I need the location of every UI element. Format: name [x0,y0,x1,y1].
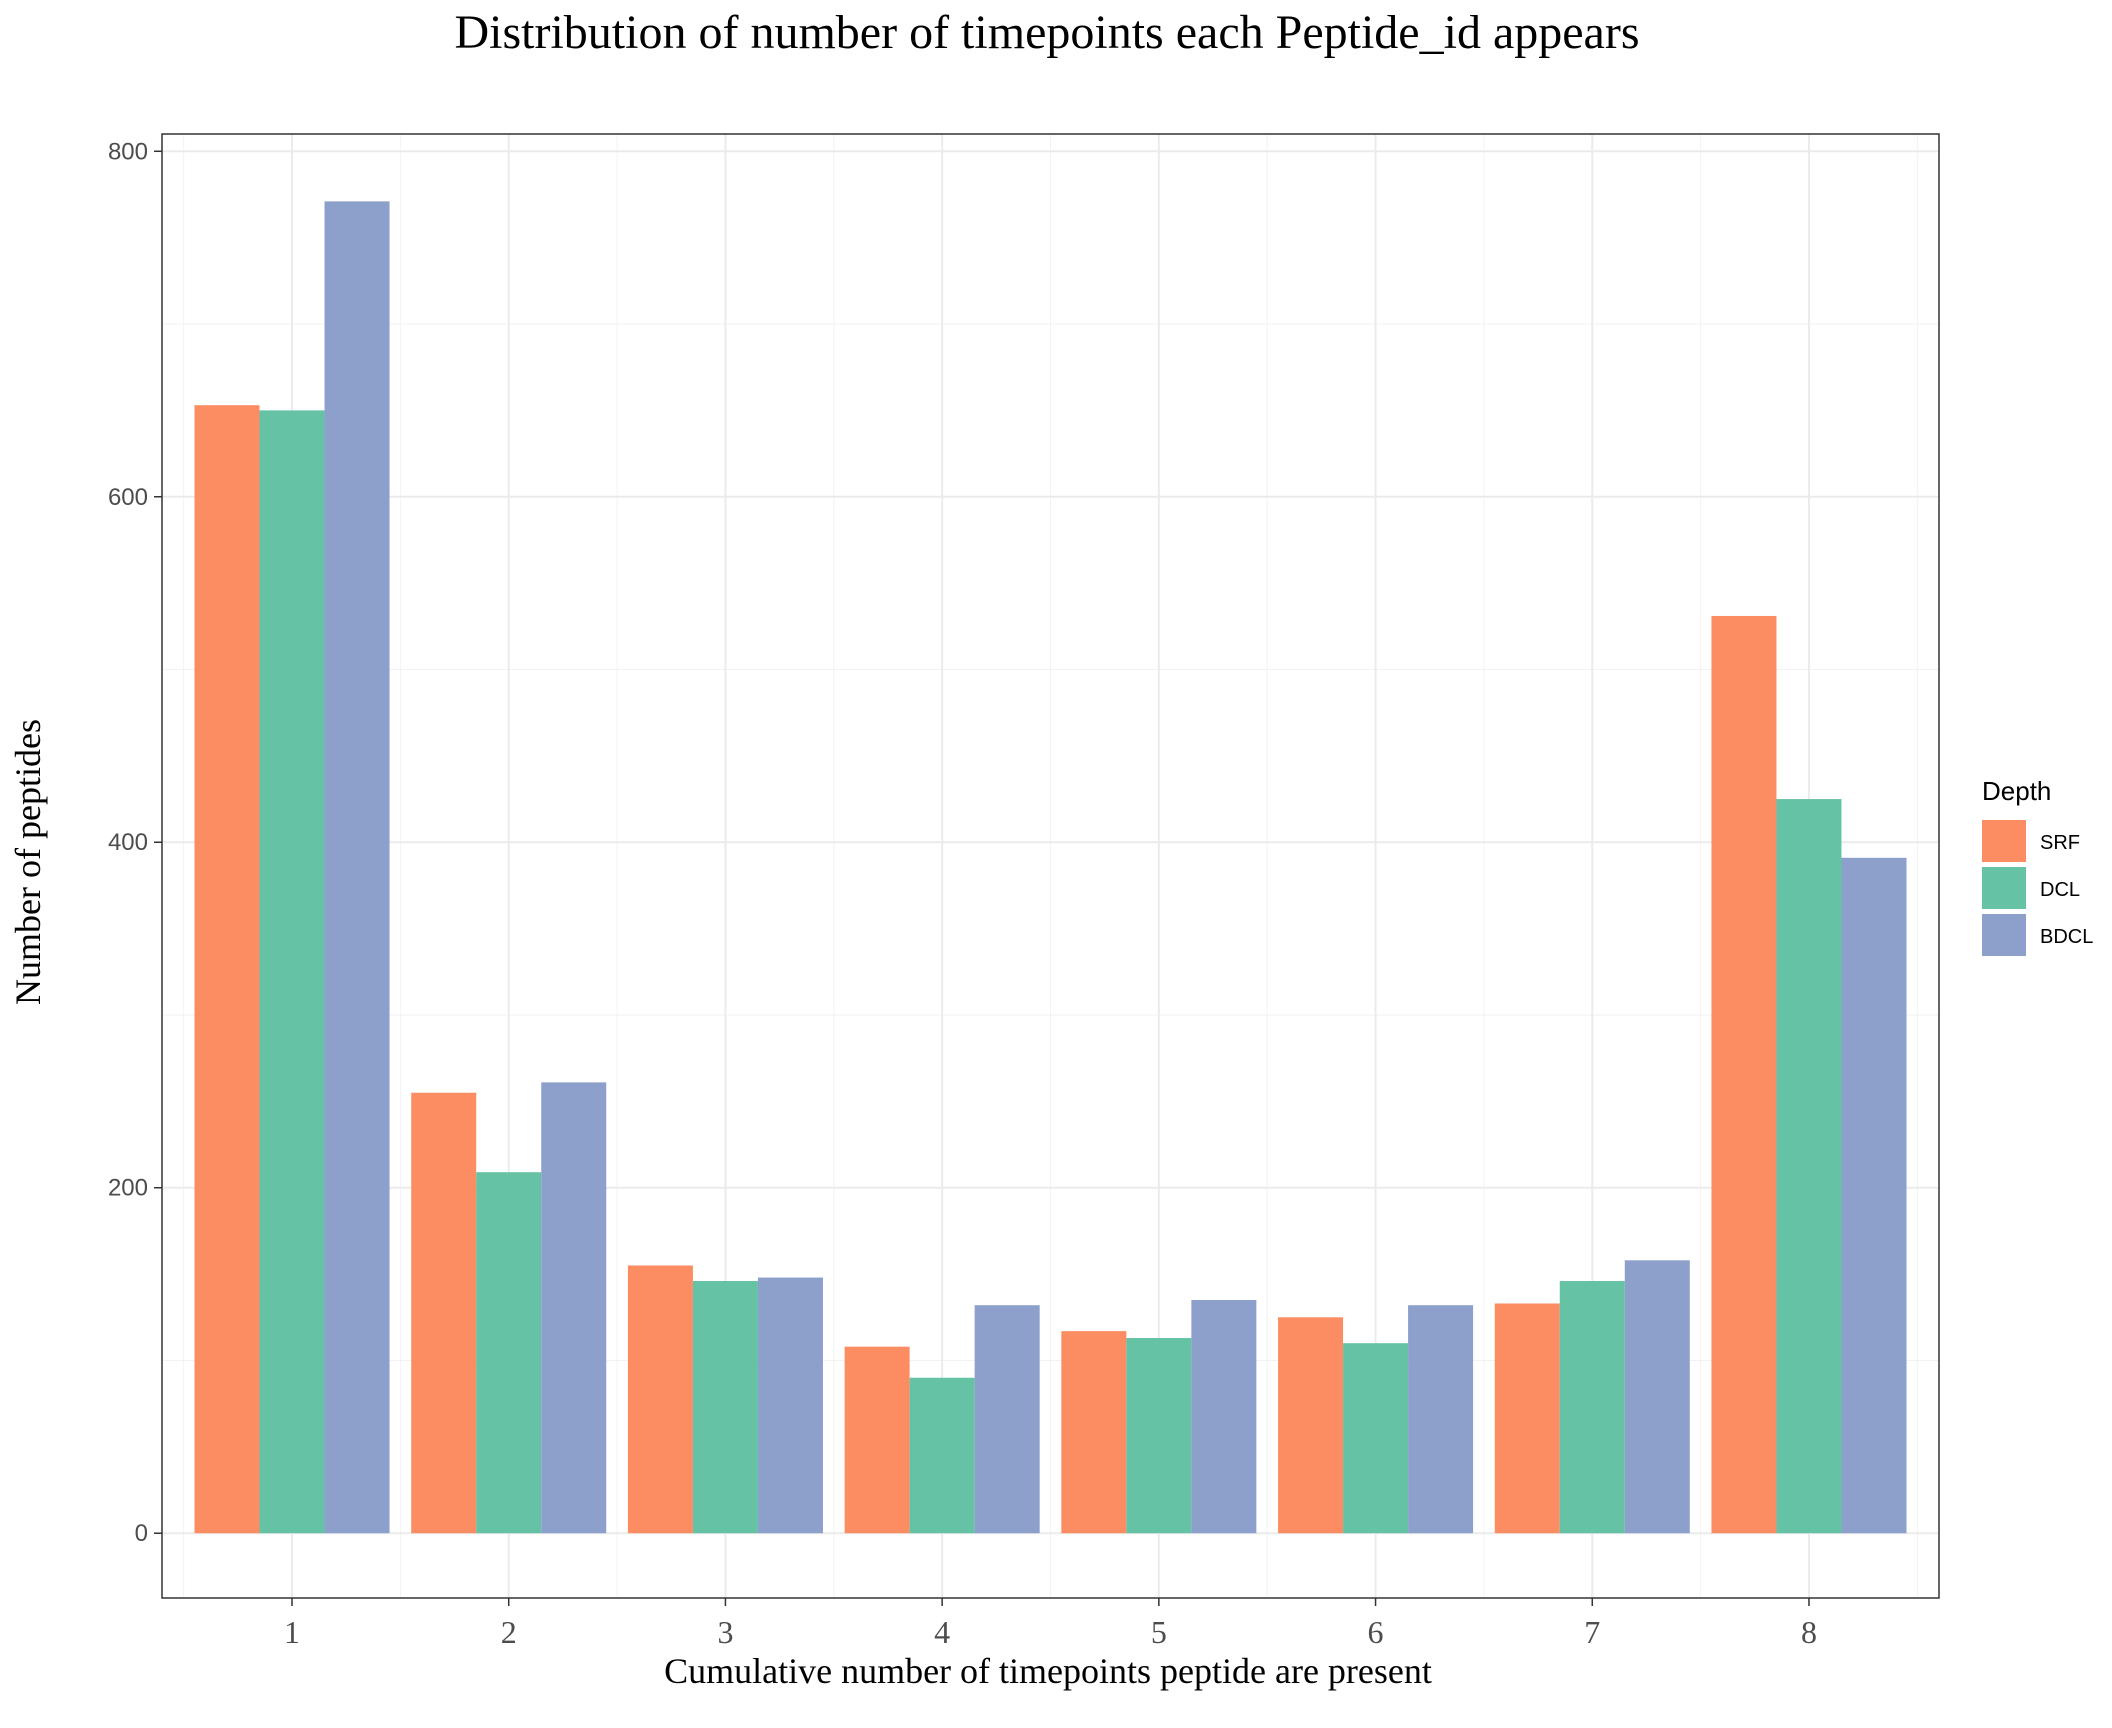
bar-dcl-3 [692,1281,758,1534]
x-tick-label: 3 [717,1614,733,1650]
legend-label-dcl: DCL [2040,879,2080,901]
bar-bdcl-3 [757,1277,823,1534]
y-axis-title: Number of peptides [8,719,48,1005]
bar-dcl-5 [1126,1338,1192,1534]
x-tick-label: 8 [1801,1614,1817,1650]
legend-key-bdcl [1982,914,2026,956]
legend-key-dcl [1982,867,2026,909]
y-tick-label: 400 [108,829,148,856]
bar-dcl-2 [476,1172,542,1534]
plot-area: 0 200 400 600 800 1 2 3 4 5 6 7 8 [108,133,1940,1650]
bar-srf-4 [844,1346,910,1534]
bar-srf-7 [1494,1303,1560,1534]
x-tick-label: 6 [1368,1614,1384,1650]
bar-dcl-6 [1343,1343,1409,1534]
bar-dcl-7 [1559,1281,1625,1534]
bar-bdcl-1 [324,201,390,1534]
bar-dcl-8 [1776,799,1842,1534]
legend-label-bdcl: BDCL [2040,926,2093,948]
bar-srf-3 [627,1265,693,1534]
y-tick-label: 200 [108,1175,148,1202]
x-tick-label: 2 [501,1614,517,1650]
legend-label-srf: SRF [2040,832,2080,854]
x-axis-title: Cumulative number of timepoints peptide … [664,1651,1432,1691]
y-tick-label: 0 [135,1520,148,1547]
chart-title: Distribution of number of timepoints eac… [454,6,1639,59]
y-tick-label: 600 [108,484,148,511]
bar-bdcl-8 [1841,857,1907,1534]
bar-bdcl-7 [1624,1260,1690,1534]
bar-dcl-4 [909,1377,975,1534]
bar-srf-6 [1278,1317,1344,1534]
bar-bdcl-5 [1191,1300,1257,1534]
bar-srf-2 [411,1092,477,1534]
bar-srf-1 [194,405,260,1534]
bar-bdcl-6 [1408,1305,1474,1534]
bar-dcl-1 [259,410,325,1534]
bar-srf-5 [1061,1331,1127,1534]
legend-title: Depth [1982,776,2051,806]
x-tick-label: 7 [1584,1614,1600,1650]
legend: Depth SRF DCL BDCL [1982,776,2093,956]
legend-key-srf [1982,820,2026,862]
y-tick-label: 800 [108,138,148,165]
bar-srf-8 [1711,615,1777,1534]
bar-bdcl-2 [541,1082,607,1534]
bar-bdcl-4 [974,1305,1040,1534]
x-tick-label: 1 [284,1614,300,1650]
x-tick-label: 4 [934,1614,950,1650]
x-tick-label: 5 [1151,1614,1167,1650]
plot-border [161,133,1940,1599]
